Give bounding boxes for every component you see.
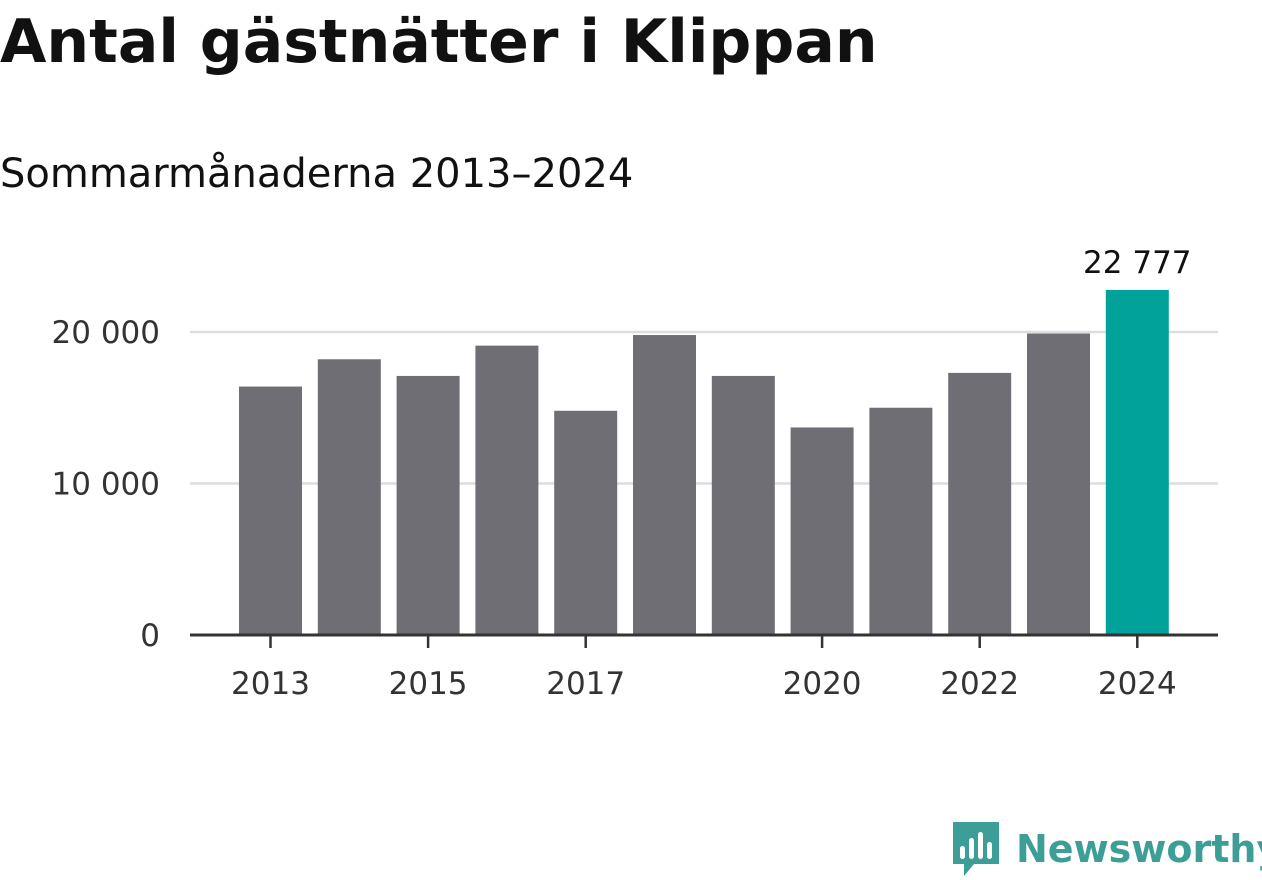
brand-name: Newsworthy xyxy=(1016,827,1262,871)
bar-2016 xyxy=(475,345,539,635)
bar-chart-speech-bubble-icon xyxy=(953,822,999,876)
y-tick-label: 10 000 xyxy=(52,467,160,503)
bar-2013 xyxy=(239,386,302,635)
bar-2014 xyxy=(317,359,381,635)
y-tick-label: 0 xyxy=(140,618,160,654)
bar-2017 xyxy=(554,410,618,635)
x-tick-label: 2013 xyxy=(231,666,310,702)
y-tick-label: 20 000 xyxy=(52,315,160,351)
newsworthy-logo: Newsworthy xyxy=(950,818,1262,880)
x-tick-label: 2020 xyxy=(783,666,862,702)
bar-2020 xyxy=(790,427,854,635)
x-tick-label: 2015 xyxy=(389,666,468,702)
bar-2021 xyxy=(869,407,933,635)
bar-2024 xyxy=(1105,289,1169,635)
x-tick-label: 2022 xyxy=(940,666,1019,702)
x-axis xyxy=(190,633,1218,648)
bar-2015 xyxy=(396,375,460,635)
x-tick-label: 2017 xyxy=(546,666,625,702)
labels: 0 10 000 20 000 2013 2015 2017 2020 2022 2024 22 … xyxy=(52,245,1192,702)
bars xyxy=(239,289,1169,635)
value-label: 22 777 xyxy=(1083,245,1191,281)
chart-subtitle: Sommarmånaderna 2013–2024 xyxy=(0,151,634,197)
chart-title: Antal gästnätter i Klippan xyxy=(0,7,878,77)
bar-2022 xyxy=(948,372,1012,635)
x-tick-label: 2024 xyxy=(1098,666,1177,702)
bar-2018 xyxy=(633,335,696,635)
bar-2019 xyxy=(711,375,775,635)
bar-2023 xyxy=(1027,333,1090,635)
